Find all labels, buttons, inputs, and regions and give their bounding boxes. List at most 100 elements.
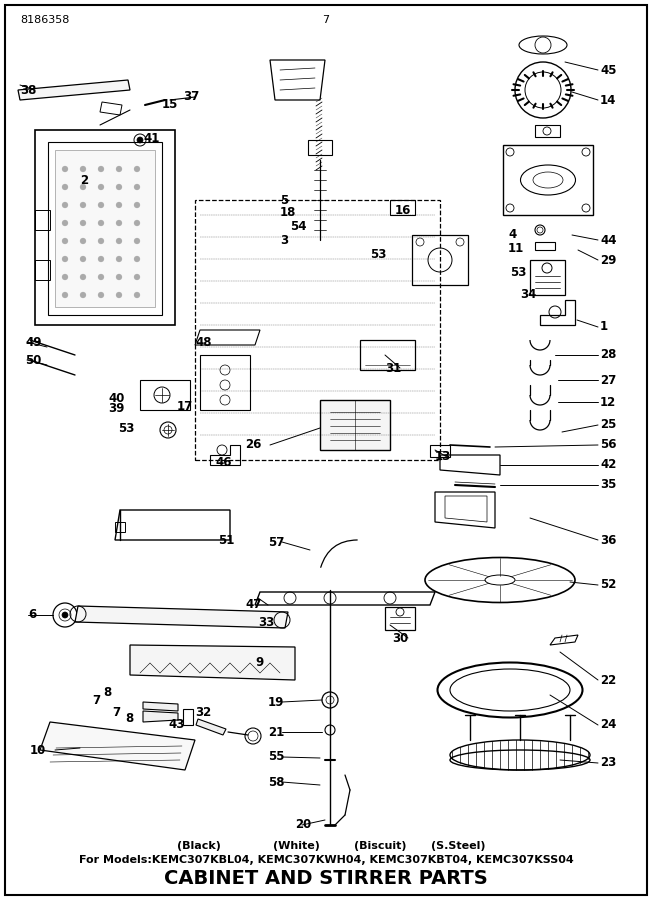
Text: 8186358: 8186358 bbox=[20, 15, 69, 25]
Circle shape bbox=[134, 220, 140, 226]
Text: 53: 53 bbox=[370, 248, 387, 260]
Circle shape bbox=[134, 184, 140, 190]
Text: 23: 23 bbox=[600, 757, 616, 770]
Polygon shape bbox=[18, 80, 130, 100]
Circle shape bbox=[134, 166, 140, 172]
Polygon shape bbox=[143, 711, 178, 722]
Text: (Black): (Black) bbox=[177, 841, 221, 851]
Text: 3: 3 bbox=[280, 233, 288, 247]
Circle shape bbox=[62, 202, 68, 208]
Text: 35: 35 bbox=[600, 479, 616, 491]
Circle shape bbox=[80, 256, 86, 262]
Text: 49: 49 bbox=[25, 336, 42, 348]
Text: 52: 52 bbox=[600, 579, 616, 591]
Text: 17: 17 bbox=[177, 400, 193, 413]
Text: 46: 46 bbox=[215, 455, 231, 469]
Text: 4: 4 bbox=[508, 229, 516, 241]
Text: 34: 34 bbox=[520, 289, 537, 302]
Text: 25: 25 bbox=[600, 418, 616, 431]
Polygon shape bbox=[130, 645, 295, 680]
Text: 30: 30 bbox=[392, 632, 408, 644]
Circle shape bbox=[62, 220, 68, 226]
Circle shape bbox=[80, 184, 86, 190]
Text: 16: 16 bbox=[395, 203, 411, 217]
Circle shape bbox=[134, 202, 140, 208]
Circle shape bbox=[116, 202, 122, 208]
Text: (White): (White) bbox=[273, 841, 320, 851]
Circle shape bbox=[134, 256, 140, 262]
Circle shape bbox=[62, 292, 68, 298]
Circle shape bbox=[116, 220, 122, 226]
Circle shape bbox=[116, 238, 122, 244]
Text: 44: 44 bbox=[600, 233, 617, 247]
Text: 41: 41 bbox=[143, 131, 159, 145]
Text: 32: 32 bbox=[195, 706, 211, 718]
Circle shape bbox=[80, 238, 86, 244]
Circle shape bbox=[116, 256, 122, 262]
Text: 20: 20 bbox=[295, 818, 311, 832]
Text: 7: 7 bbox=[92, 694, 100, 706]
Circle shape bbox=[62, 166, 68, 172]
Text: 43: 43 bbox=[168, 718, 185, 732]
Text: 55: 55 bbox=[268, 751, 284, 763]
Circle shape bbox=[134, 292, 140, 298]
Circle shape bbox=[80, 166, 86, 172]
Circle shape bbox=[62, 274, 68, 280]
Text: 40: 40 bbox=[108, 392, 125, 404]
Text: 5: 5 bbox=[280, 194, 288, 206]
Circle shape bbox=[62, 612, 68, 618]
Circle shape bbox=[134, 238, 140, 244]
Circle shape bbox=[62, 184, 68, 190]
Circle shape bbox=[98, 184, 104, 190]
Polygon shape bbox=[196, 719, 226, 735]
Text: 7: 7 bbox=[323, 15, 329, 25]
Text: 54: 54 bbox=[290, 220, 306, 233]
Circle shape bbox=[80, 202, 86, 208]
Circle shape bbox=[98, 166, 104, 172]
Text: 7: 7 bbox=[112, 706, 120, 719]
Text: 1: 1 bbox=[600, 320, 608, 334]
Circle shape bbox=[134, 274, 140, 280]
Text: 58: 58 bbox=[268, 776, 284, 788]
Text: 42: 42 bbox=[600, 458, 616, 472]
Circle shape bbox=[80, 220, 86, 226]
Circle shape bbox=[98, 220, 104, 226]
Circle shape bbox=[98, 256, 104, 262]
Text: 10: 10 bbox=[30, 743, 46, 757]
Circle shape bbox=[116, 274, 122, 280]
Text: 57: 57 bbox=[268, 536, 284, 548]
Circle shape bbox=[98, 238, 104, 244]
Text: For Models:KEMC307KBL04, KEMC307KWH04, KEMC307KBT04, KEMC307KSS04: For Models:KEMC307KBL04, KEMC307KWH04, K… bbox=[79, 855, 573, 865]
Polygon shape bbox=[320, 400, 390, 450]
Polygon shape bbox=[445, 496, 487, 522]
Text: 26: 26 bbox=[245, 438, 261, 452]
Text: 51: 51 bbox=[218, 534, 234, 546]
Text: 18: 18 bbox=[280, 205, 297, 219]
Text: 2: 2 bbox=[80, 174, 88, 186]
Text: 45: 45 bbox=[600, 64, 617, 76]
Text: 29: 29 bbox=[600, 254, 616, 266]
Text: 39: 39 bbox=[108, 401, 125, 415]
Text: 56: 56 bbox=[600, 438, 617, 452]
Text: 11: 11 bbox=[508, 242, 524, 256]
Text: 8: 8 bbox=[125, 712, 133, 724]
Text: 19: 19 bbox=[268, 696, 284, 708]
Text: 28: 28 bbox=[600, 348, 616, 362]
Circle shape bbox=[116, 184, 122, 190]
Text: 36: 36 bbox=[600, 534, 616, 546]
Text: 9: 9 bbox=[255, 655, 263, 669]
Text: 6: 6 bbox=[28, 608, 37, 622]
Circle shape bbox=[137, 137, 143, 143]
Text: 37: 37 bbox=[183, 91, 200, 104]
Polygon shape bbox=[143, 702, 178, 711]
Circle shape bbox=[80, 292, 86, 298]
Text: 31: 31 bbox=[385, 362, 401, 374]
Polygon shape bbox=[55, 150, 155, 307]
Ellipse shape bbox=[450, 740, 590, 770]
Circle shape bbox=[98, 274, 104, 280]
Text: 47: 47 bbox=[245, 598, 261, 611]
Circle shape bbox=[116, 292, 122, 298]
Text: (S.Steel): (S.Steel) bbox=[431, 841, 486, 851]
Circle shape bbox=[116, 166, 122, 172]
Text: 33: 33 bbox=[258, 616, 274, 628]
